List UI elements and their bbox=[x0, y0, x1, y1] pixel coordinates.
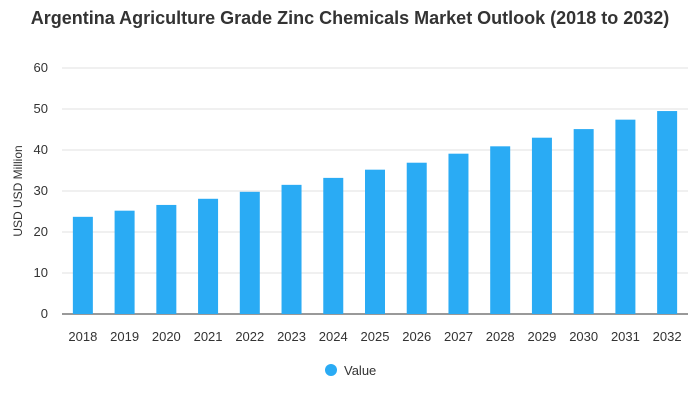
x-tick-label: 2023 bbox=[277, 329, 306, 344]
y-tick-label: 10 bbox=[34, 265, 48, 280]
x-tick-label: 2028 bbox=[486, 329, 515, 344]
x-tick-label: 2030 bbox=[569, 329, 598, 344]
bar bbox=[156, 204, 177, 314]
y-tick-label: 30 bbox=[34, 183, 48, 198]
x-tick-label: 2021 bbox=[194, 329, 223, 344]
bar bbox=[448, 153, 469, 314]
y-tick-label: 20 bbox=[34, 224, 48, 239]
bar bbox=[615, 119, 636, 314]
x-tick-label: 2022 bbox=[235, 329, 264, 344]
legend-label: Value bbox=[344, 363, 376, 378]
x-tick-label: 2019 bbox=[110, 329, 139, 344]
x-tick-label: 2018 bbox=[68, 329, 97, 344]
bar bbox=[657, 111, 678, 314]
y-tick-label: 60 bbox=[34, 60, 48, 75]
bar bbox=[573, 129, 594, 314]
legend-marker bbox=[325, 364, 337, 376]
bar bbox=[323, 177, 344, 314]
x-tick-label: 2032 bbox=[653, 329, 682, 344]
bar bbox=[239, 191, 260, 314]
y-axis-title: USD USD Million bbox=[11, 145, 25, 236]
bar bbox=[281, 184, 302, 314]
bar bbox=[72, 216, 93, 314]
y-tick-label: 0 bbox=[41, 306, 48, 321]
y-tick-label: 50 bbox=[34, 101, 48, 116]
bar bbox=[114, 210, 135, 314]
x-tick-label: 2020 bbox=[152, 329, 181, 344]
x-tick-label: 2027 bbox=[444, 329, 473, 344]
y-tick-label: 40 bbox=[34, 142, 48, 157]
bar bbox=[531, 137, 552, 314]
bar bbox=[406, 162, 427, 314]
x-tick-label: 2029 bbox=[527, 329, 556, 344]
bar bbox=[198, 198, 219, 314]
bar bbox=[490, 146, 511, 314]
x-tick-label: 2025 bbox=[361, 329, 390, 344]
x-tick-label: 2026 bbox=[402, 329, 431, 344]
x-tick-label: 2031 bbox=[611, 329, 640, 344]
x-tick-label: 2024 bbox=[319, 329, 348, 344]
chart-title: Argentina Agriculture Grade Zinc Chemica… bbox=[30, 8, 670, 28]
bar bbox=[365, 169, 385, 314]
